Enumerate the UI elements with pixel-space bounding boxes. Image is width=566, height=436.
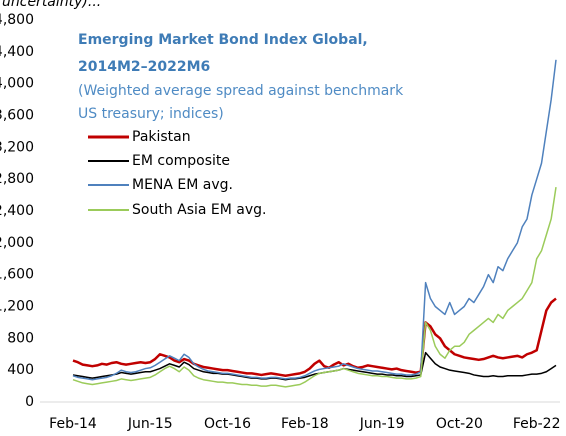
- chart-subtitle-line2: US treasury; indices): [78, 106, 224, 122]
- series-line: [72, 297, 557, 377]
- series-line: [72, 351, 557, 381]
- chart-title: Emerging Market Bond Index Global,: [78, 32, 368, 48]
- chart-title-line2: 2014M2–2022M6: [78, 59, 210, 75]
- x-tick-label: Oct-16: [204, 416, 251, 432]
- y-tick-label: 1,600: [0, 267, 34, 283]
- legend-label: MENA EM avg.: [132, 177, 233, 193]
- y-tick-label: 3,200: [0, 139, 34, 155]
- x-tick-label: Jun-19: [359, 416, 405, 432]
- legend-label: EM composite: [132, 153, 230, 169]
- cropped-caption: uncertainty)...: [2, 0, 101, 10]
- y-tick-label: 3,600: [0, 108, 34, 124]
- x-tick-label: Feb-14: [49, 416, 97, 432]
- y-tick-label: 4,400: [0, 44, 34, 60]
- x-tick-label: Feb-22: [513, 416, 561, 432]
- y-tick-label: 0: [25, 394, 34, 410]
- x-tick-label: Feb-18: [281, 416, 329, 432]
- series-line: [72, 187, 557, 388]
- y-tick-label: 2,000: [0, 235, 34, 251]
- series-line: [72, 59, 557, 381]
- y-tick-label: 1,200: [0, 299, 34, 315]
- legend-label: South Asia EM avg.: [132, 202, 267, 218]
- y-tick-label: 800: [7, 330, 34, 346]
- y-tick-label: 2,800: [0, 171, 34, 187]
- x-tick-label: Jun-15: [127, 416, 173, 432]
- y-tick-label: 2,400: [0, 203, 34, 219]
- x-tick-label: Oct-20: [436, 416, 483, 432]
- y-tick-label: 4,800: [0, 12, 34, 28]
- y-tick-label: 400: [7, 362, 34, 378]
- y-tick-label: 4,000: [0, 76, 34, 92]
- chart-subtitle: (Weighted average spread against benchma…: [78, 83, 404, 99]
- legend-label: Pakistan: [132, 129, 191, 145]
